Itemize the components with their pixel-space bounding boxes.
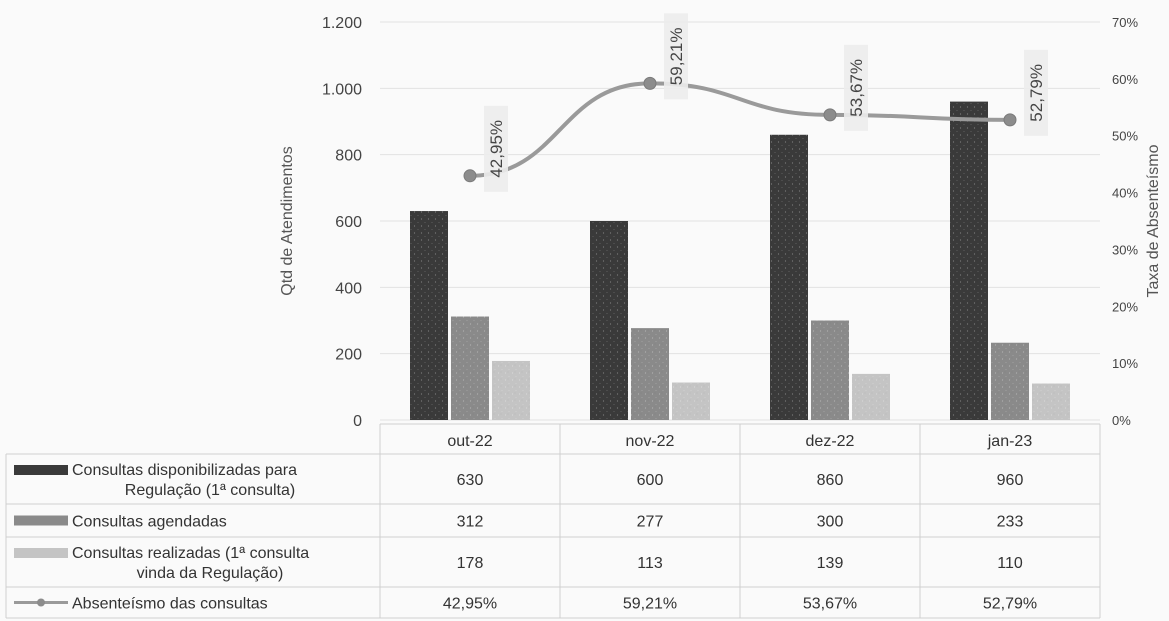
data-label-box [664,13,688,100]
legend-label: Absenteísmo das consultas [72,596,268,613]
data-label-text: 59,21% [667,28,686,86]
table-cell-value: 312 [457,514,484,531]
y2-tick-label: 10% [1112,356,1138,371]
category-label: nov-22 [626,433,675,450]
table-cell-value: 59,21% [623,596,677,613]
bar-texture [991,342,1029,420]
y-tick-label: 400 [335,280,362,297]
bar-texture [672,382,710,420]
bar-texture [590,221,628,420]
y-tick-label: 0 [353,413,362,430]
absenteeism-line [469,81,1011,178]
data-label-text: 52,79% [1027,64,1046,122]
table-cell-value: 139 [817,555,844,572]
y-tick-label: 1.000 [322,81,362,98]
y-tick-label: 600 [335,214,362,231]
table-cell-value: 52,79% [983,596,1037,613]
legend-label-cont: vinda da Regulação) [137,565,284,582]
bar-texture [950,101,988,420]
y-axis-title: Qtd de Atendimentos [279,146,296,295]
category-label: jan-23 [987,433,1033,450]
absenteeism-data-label: 53,67% [844,44,868,131]
table-cell-value: 233 [997,514,1024,531]
data-label-text: 42,95% [487,120,506,178]
y-tick-label: 1.200 [322,15,362,32]
legend-label: Consultas realizadas (1ª consulta [72,545,309,562]
table-cell-value: 113 [637,555,663,572]
data-label-box [484,105,508,192]
data-label-box [1024,49,1048,136]
legend-swatch [14,465,68,475]
absenteeism-point [823,108,837,122]
bar-texture [852,373,890,420]
data-label-text: 53,67% [847,59,866,117]
absenteeism-data-label: 59,21% [664,13,688,100]
table-cell-value: 300 [817,514,844,531]
table-cell-value: 960 [997,472,1024,489]
table-cell-value: 600 [637,472,664,489]
y-tick-label: 200 [335,347,362,364]
absenteeism-point [463,169,477,183]
absenteeism-data-label: 52,79% [1024,49,1048,136]
y2-tick-label: 60% [1112,72,1138,87]
category-label: out-22 [447,433,492,450]
bar-texture [410,211,448,420]
absenteeism-point [643,76,657,90]
y2-tick-label: 20% [1112,299,1138,314]
legend-marker [37,598,45,607]
bar-texture [631,328,669,420]
table-cell-value: 42,95% [443,596,497,613]
bar-texture [1032,383,1070,420]
data-label-box [844,44,868,131]
table-cell-value: 53,67% [803,596,857,613]
table-cell-value: 860 [817,472,844,489]
absenteeism-point [1003,113,1017,127]
bar-texture [770,134,808,420]
bar-texture [451,316,489,420]
y2-tick-label: 50% [1112,129,1138,144]
table-cell-value: 178 [457,555,484,572]
bar-texture [811,320,849,420]
legend-label: Consultas disponibilizadas para [72,462,297,479]
absenteeism-data-label: 42,95% [484,105,508,192]
y-tick-label: 800 [335,148,362,165]
y2-tick-label: 0% [1112,413,1131,428]
table-cell-value: 110 [997,555,1023,572]
y2-axis-title: Taxa de Absenteísmo [1145,144,1162,297]
legend-label-cont: Regulação (1ª consulta) [125,482,295,499]
y2-tick-label: 70% [1112,15,1138,30]
legend-swatch [14,548,68,558]
table-cell-value: 630 [457,472,484,489]
category-label: dez-22 [806,433,855,450]
legend-swatch [14,515,68,526]
y2-tick-label: 30% [1112,242,1138,257]
bar-texture [492,360,530,420]
legend-label: Consultas agendadas [72,514,227,531]
y2-tick-label: 40% [1112,186,1138,201]
table-cell-value: 277 [637,514,664,531]
